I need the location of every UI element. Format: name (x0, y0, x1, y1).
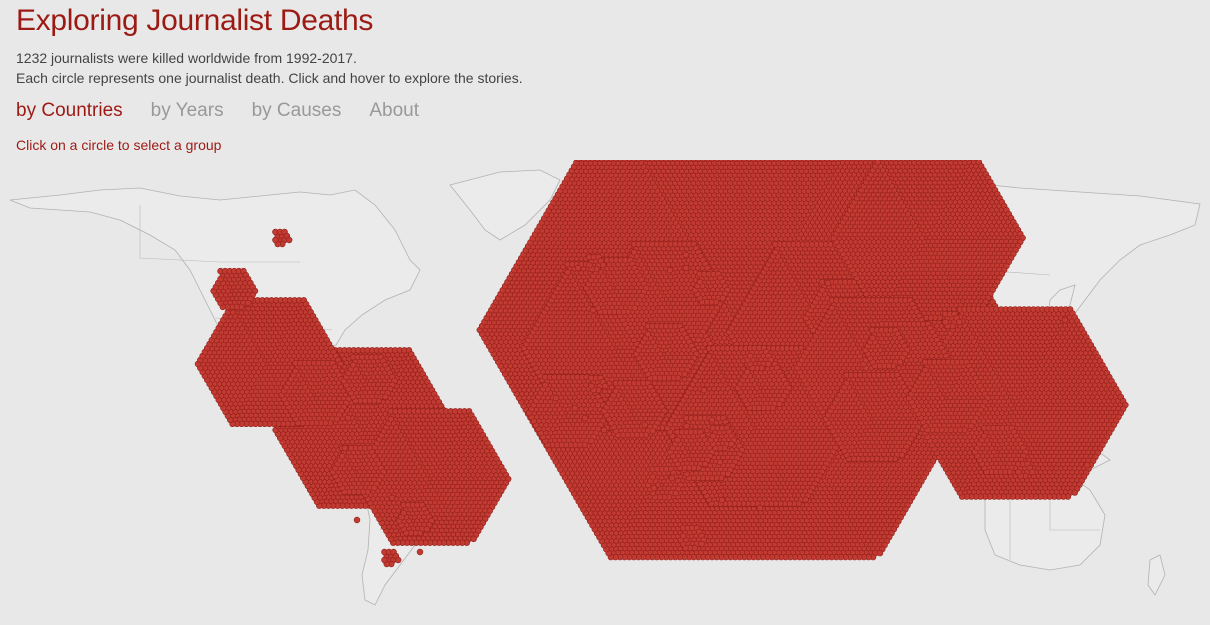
tab-by-countries[interactable]: by Countries (16, 100, 123, 122)
subtitle-summary: 1232 journalists were killed worldwide f… (16, 50, 357, 66)
world-map (9, 160, 1201, 606)
selection-hint: Click on a circle to select a group (16, 137, 221, 153)
page-title: Exploring Journalist Deaths (16, 4, 373, 38)
tab-by-years[interactable]: by Years (151, 100, 224, 122)
view-tabs: by Countries by Years by Causes About (16, 100, 447, 122)
subtitle-instructions: Each circle represents one journalist de… (16, 70, 523, 86)
tab-by-causes[interactable]: by Causes (252, 100, 342, 122)
death-circles (194, 160, 1129, 568)
tab-about[interactable]: About (369, 100, 419, 122)
land-greenland (449, 169, 561, 241)
land-new-zealand (1147, 554, 1166, 596)
